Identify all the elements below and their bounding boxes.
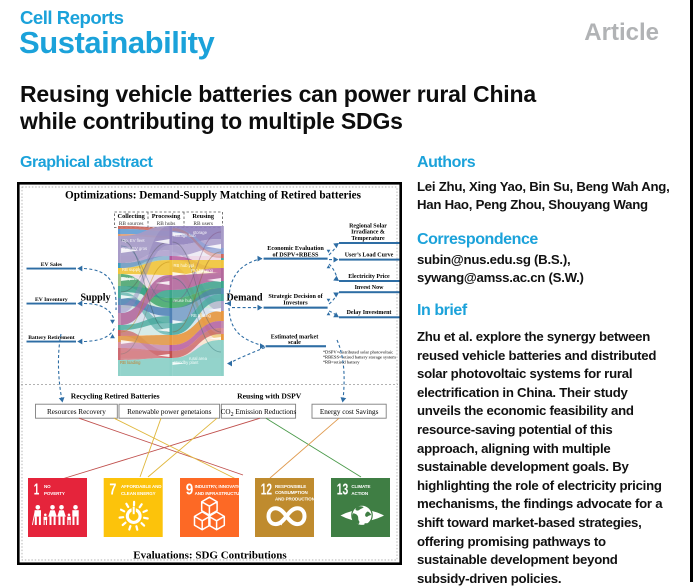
svg-text:Processing: Processing (152, 213, 181, 220)
svg-text:Op. EV fleet: Op. EV fleet (122, 238, 145, 243)
svg-text:EV Sales: EV Sales (41, 262, 63, 268)
svg-text:EV Inventory: EV Inventory (35, 297, 68, 303)
svg-text:Reusing with DSPV: Reusing with DSPV (237, 392, 302, 401)
svg-text:ACTION: ACTION (351, 491, 368, 496)
svg-text:Optimizations: Demand-Supply M: Optimizations: Demand-Supply Matching of… (65, 190, 362, 202)
svg-text:INDUSTRY, INNOVATION: INDUSTRY, INNOVATION (195, 484, 245, 489)
svg-text:RB loading: RB loading (120, 360, 141, 365)
svg-text:Demand: Demand (226, 293, 263, 304)
svg-text:Regional Solar: Regional Solar (349, 223, 387, 229)
svg-text:storage: storage (193, 230, 208, 235)
svg-text:Reusing: Reusing (192, 213, 215, 220)
svg-text:of DSPV+RBESS: of DSPV+RBESS (273, 252, 320, 259)
svg-text:RB users: RB users (193, 221, 213, 227)
svg-text:RB sources: RB sources (119, 221, 144, 227)
svg-text:13: 13 (337, 482, 349, 499)
svg-text:prov. EV gros: prov. EV gros (122, 246, 147, 251)
svg-text:AND INFRASTRUCTURE: AND INFRASTRUCTURE (195, 491, 246, 496)
svg-text:Delay Investment: Delay Investment (347, 310, 392, 316)
svg-text:RB hubs: RB hubs (157, 221, 176, 227)
svg-text:Resources Recovery: Resources Recovery (47, 408, 106, 416)
svg-text:Renewable power genetaions: Renewable power genetaions (127, 408, 211, 416)
svg-text:CLEAN ENERGY: CLEAN ENERGY (121, 491, 156, 496)
svg-text:Invest Now: Invest Now (355, 285, 385, 291)
svg-text:Irradiance &: Irradiance & (351, 230, 385, 236)
svg-text:reuse hub: reuse hub (174, 298, 193, 303)
svg-text:1: 1 (34, 482, 40, 499)
svg-text:Collecting: Collecting (118, 213, 146, 220)
svg-text:AND PRODUCTION: AND PRODUCTION (275, 497, 315, 502)
svg-text:Recycling Retired Batteries: Recycling Retired Batteries (71, 392, 160, 401)
svg-text:Investors: Investors (283, 300, 308, 307)
svg-text:Evaluations: SDG Contributions: Evaluations: SDG Contributions (133, 550, 287, 562)
svg-text:Supply: Supply (80, 293, 110, 304)
svg-text:12: 12 (261, 482, 272, 499)
svg-text:rural area: rural area (189, 356, 208, 361)
svg-text:CLIMATE: CLIMATE (351, 484, 370, 489)
svg-text:Battery Retirement: Battery Retirement (28, 335, 74, 341)
svg-text:AFFORDABLE AND: AFFORDABLE AND (121, 484, 162, 489)
svg-text:9: 9 (186, 482, 194, 499)
svg-text:CONSUMPTION: CONSUMPTION (275, 490, 308, 495)
svg-text:POVERTY: POVERTY (44, 491, 65, 496)
svg-text:PV+RB eng: PV+RB eng (191, 268, 214, 273)
svg-text:7: 7 (109, 482, 116, 499)
svg-text:RB supply: RB supply (122, 267, 142, 272)
svg-text:EV parc s: EV parc s (122, 276, 140, 281)
svg-text:User’s Load Curve: User’s Load Curve (345, 253, 394, 259)
svg-text:Energy cost Savings: Energy cost Savings (320, 408, 379, 416)
svg-text:NO: NO (44, 484, 51, 489)
svg-text:Electricity Price: Electricity Price (348, 274, 390, 280)
svg-text:RB trading: RB trading (191, 313, 211, 318)
svg-text:Temperature: Temperature (351, 236, 385, 242)
svg-text:RESPONSIBLE: RESPONSIBLE (275, 484, 306, 489)
svg-text:*RB=retired battery: *RB=retired battery (323, 360, 360, 365)
svg-text:scale: scale (288, 339, 301, 346)
